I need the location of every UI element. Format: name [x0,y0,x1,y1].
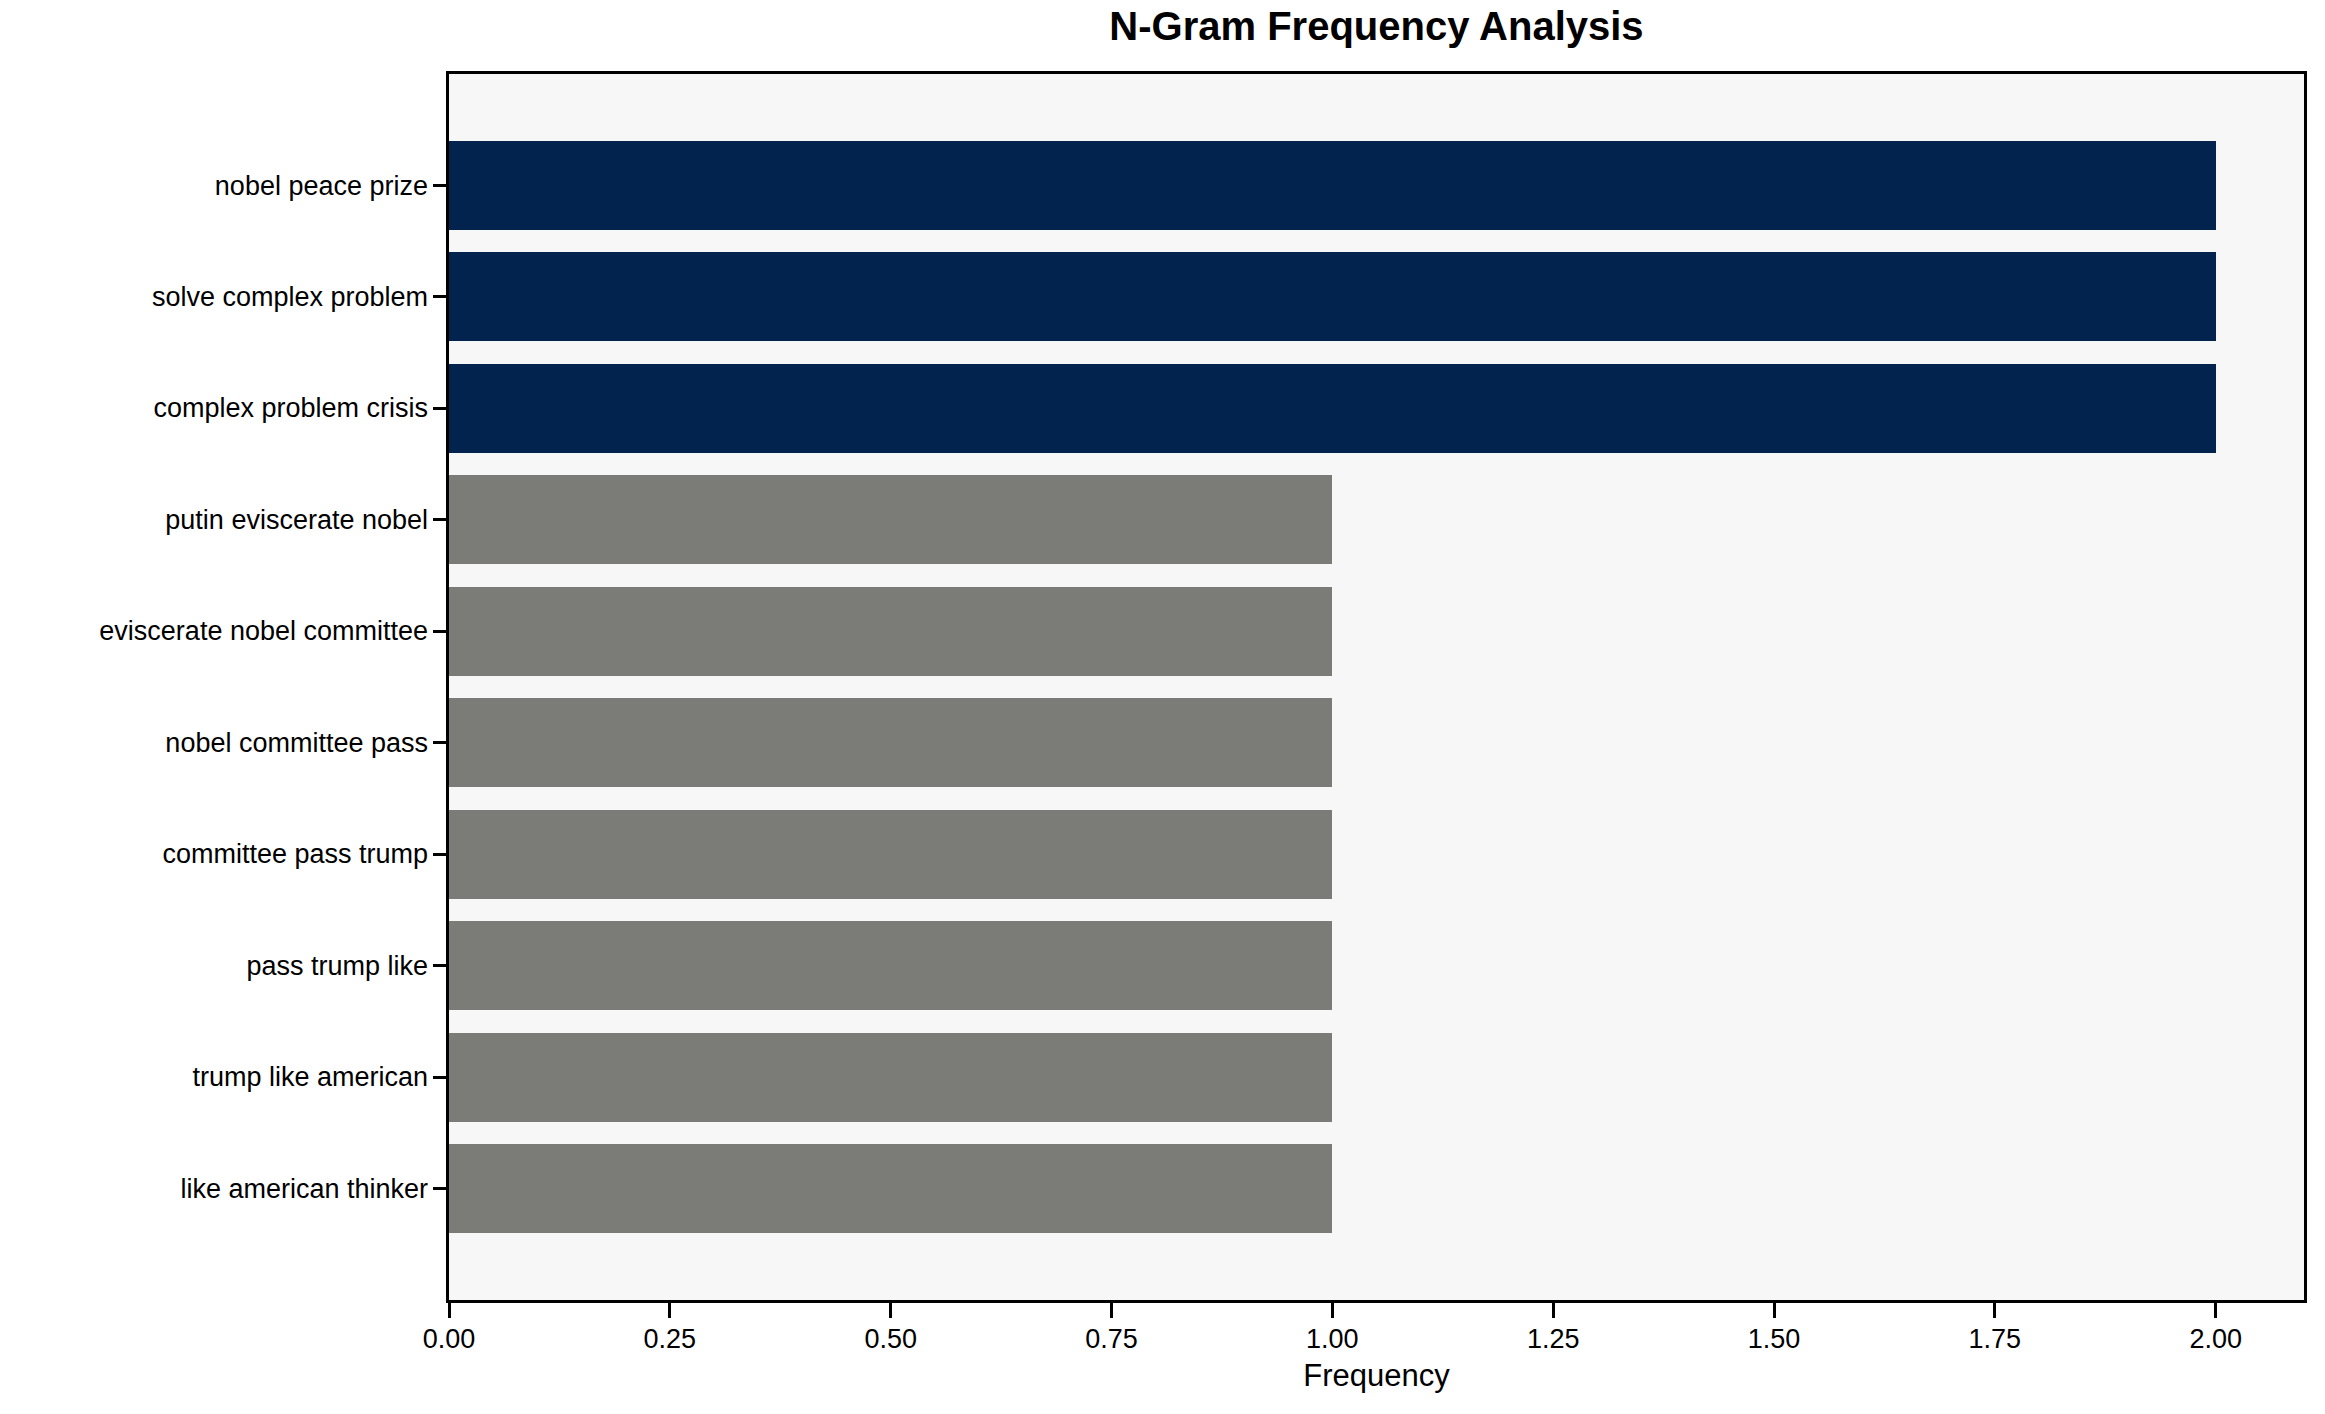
xtick-mark-1.25 [1552,1303,1555,1318]
plot-area [446,71,2307,1303]
bar-9 [449,1033,1332,1122]
xtick-label-2.00: 2.00 [2146,1324,2286,1355]
xtick-label-0.50: 0.50 [821,1324,961,1355]
ytick-mark-3 [433,407,446,410]
ytick-label-6: nobel committee pass [0,723,428,763]
ytick-mark-6 [433,741,446,744]
bar-5 [449,587,1332,676]
xtick-mark-1.00 [1331,1303,1334,1318]
ytick-label-5: eviscerate nobel committee [0,611,428,651]
bar-1 [449,141,2216,230]
bar-7 [449,810,1332,899]
xtick-mark-0.50 [889,1303,892,1318]
chart-title: N-Gram Frequency Analysis [446,4,2307,49]
xtick-mark-0.00 [448,1303,451,1318]
xtick-mark-1.50 [1773,1303,1776,1318]
ytick-label-7: committee pass trump [0,834,428,874]
xtick-mark-1.75 [1993,1303,1996,1318]
x-axis-label: Frequency [446,1358,2307,1394]
ytick-label-3: complex problem crisis [0,388,428,428]
xtick-mark-2.00 [2214,1303,2217,1318]
xtick-label-1.25: 1.25 [1483,1324,1623,1355]
bar-4 [449,475,1332,564]
ytick-mark-8 [433,964,446,967]
ytick-mark-4 [433,518,446,521]
xtick-label-0.75: 0.75 [1042,1324,1182,1355]
ytick-mark-1 [433,184,446,187]
ytick-label-4: putin eviscerate nobel [0,500,428,540]
ytick-label-9: trump like american [0,1057,428,1097]
xtick-label-0.00: 0.00 [379,1324,519,1355]
xtick-label-1.75: 1.75 [1925,1324,2065,1355]
bar-10 [449,1144,1332,1233]
ytick-label-10: like american thinker [0,1169,428,1209]
bar-2 [449,252,2216,341]
ytick-label-8: pass trump like [0,946,428,986]
xtick-mark-0.25 [668,1303,671,1318]
ngram-frequency-chart: N-Gram Frequency Analysis nobel peace pr… [0,0,2325,1414]
ytick-mark-7 [433,853,446,856]
ytick-label-1: nobel peace prize [0,166,428,206]
ytick-label-2: solve complex problem [0,277,428,317]
ytick-mark-2 [433,295,446,298]
xtick-label-0.25: 0.25 [600,1324,740,1355]
ytick-mark-9 [433,1076,446,1079]
bar-6 [449,698,1332,787]
ytick-mark-10 [433,1187,446,1190]
ytick-mark-5 [433,630,446,633]
bar-3 [449,364,2216,453]
xtick-mark-0.75 [1110,1303,1113,1318]
xtick-label-1.00: 1.00 [1262,1324,1402,1355]
bar-8 [449,921,1332,1010]
xtick-label-1.50: 1.50 [1704,1324,1844,1355]
